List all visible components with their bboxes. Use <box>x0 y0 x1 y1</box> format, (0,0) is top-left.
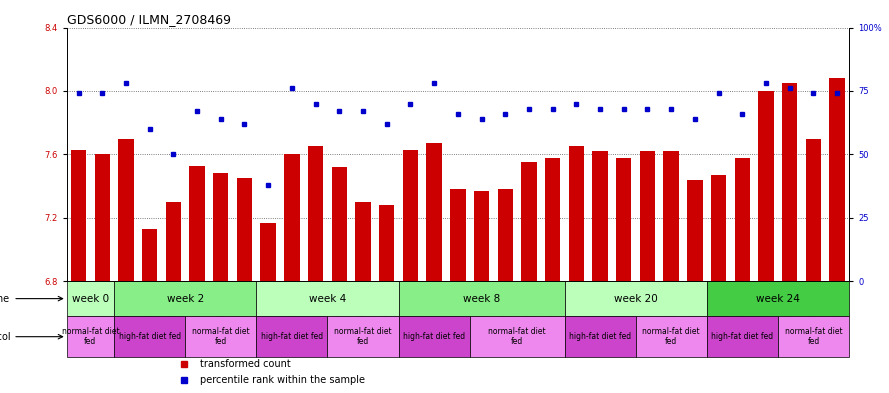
Text: high-fat diet fed: high-fat diet fed <box>403 332 465 341</box>
Bar <box>71 150 86 281</box>
Bar <box>213 173 228 281</box>
Bar <box>308 147 324 281</box>
Bar <box>450 189 466 281</box>
Text: week 0: week 0 <box>72 294 109 304</box>
Text: transformed count: transformed count <box>200 359 291 369</box>
Bar <box>829 78 845 281</box>
Bar <box>256 281 398 316</box>
Text: normal-fat diet
fed: normal-fat diet fed <box>334 327 392 346</box>
Bar <box>616 158 631 281</box>
Text: normal-fat diet
fed: normal-fat diet fed <box>488 327 546 346</box>
Bar <box>118 139 133 281</box>
Bar <box>114 316 185 358</box>
Text: high-fat diet fed: high-fat diet fed <box>711 332 773 341</box>
Bar <box>687 180 702 281</box>
Bar <box>474 191 489 281</box>
Text: normal-fat diet
fed: normal-fat diet fed <box>192 327 250 346</box>
Bar <box>758 91 773 281</box>
Bar <box>711 175 726 281</box>
Bar <box>805 139 821 281</box>
Bar <box>256 316 327 358</box>
Bar <box>379 205 395 281</box>
Text: high-fat diet fed: high-fat diet fed <box>260 332 323 341</box>
Bar <box>592 151 608 281</box>
Bar <box>398 281 565 316</box>
Bar <box>707 316 778 358</box>
Text: high-fat diet fed: high-fat diet fed <box>569 332 631 341</box>
Bar <box>284 154 300 281</box>
Text: normal-fat diet
fed: normal-fat diet fed <box>785 327 842 346</box>
Bar <box>663 151 679 281</box>
Text: high-fat diet fed: high-fat diet fed <box>118 332 180 341</box>
Bar <box>403 150 418 281</box>
Text: week 8: week 8 <box>463 294 501 304</box>
Bar <box>778 316 849 358</box>
Text: normal-fat diet
fed: normal-fat diet fed <box>61 327 119 346</box>
Bar <box>427 143 442 281</box>
Bar <box>498 189 513 281</box>
Bar <box>782 83 797 281</box>
Text: week 24: week 24 <box>756 294 800 304</box>
Bar <box>640 151 655 281</box>
Bar <box>707 281 849 316</box>
Bar <box>521 162 537 281</box>
Bar <box>569 147 584 281</box>
Bar <box>356 202 371 281</box>
Text: GDS6000 / ILMN_2708469: GDS6000 / ILMN_2708469 <box>67 13 230 26</box>
Text: week 2: week 2 <box>166 294 204 304</box>
Text: protocol: protocol <box>0 332 62 342</box>
Bar <box>565 281 707 316</box>
Text: time: time <box>0 294 62 304</box>
Bar <box>165 202 181 281</box>
Bar <box>236 178 252 281</box>
Bar <box>94 154 110 281</box>
Bar <box>185 316 256 358</box>
Bar <box>545 158 560 281</box>
Bar <box>398 316 469 358</box>
Bar <box>114 281 256 316</box>
Text: normal-fat diet
fed: normal-fat diet fed <box>643 327 700 346</box>
Bar <box>67 281 114 316</box>
Bar <box>260 222 276 281</box>
Bar <box>636 316 707 358</box>
Bar <box>327 316 398 358</box>
Bar <box>142 229 157 281</box>
Text: percentile rank within the sample: percentile rank within the sample <box>200 375 364 385</box>
Bar <box>332 167 347 281</box>
Bar <box>734 158 750 281</box>
Text: week 20: week 20 <box>613 294 658 304</box>
Bar <box>189 165 204 281</box>
Bar <box>565 316 636 358</box>
Bar <box>469 316 565 358</box>
Bar <box>67 316 114 358</box>
Text: week 4: week 4 <box>308 294 346 304</box>
